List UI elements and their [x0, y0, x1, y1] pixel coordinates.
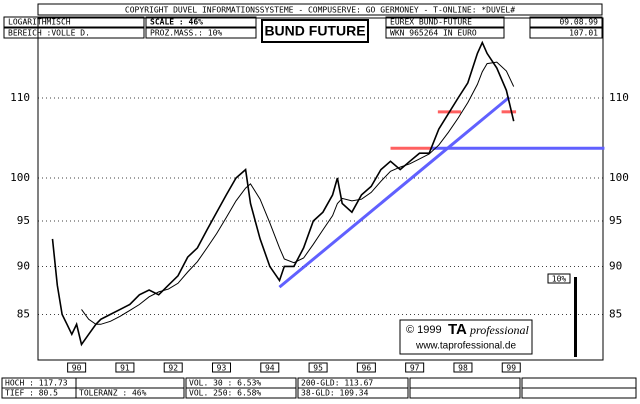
footer-cell	[521, 387, 637, 399]
y-tick-label-right: 100	[609, 171, 629, 184]
y-tick-label: 85	[17, 307, 30, 320]
x-tick-box	[308, 362, 328, 373]
chart-title: BUND FUTURE	[264, 23, 365, 39]
x-tick-label: 98	[458, 364, 468, 373]
footer-text: 38-GLD: 109.34	[301, 389, 369, 398]
copyright: COPYRIGHT DUVEL INFORMATIONSSYSTEME - CO…	[125, 6, 515, 15]
footer-text: VOL. 30 : 6.53%	[189, 379, 261, 388]
last-price: 107.01	[569, 29, 598, 38]
instrument: EUREX BUND-FUTURE	[390, 18, 472, 27]
plot-frame	[37, 17, 604, 361]
trendline	[278, 96, 511, 289]
x-tick-label: 92	[168, 364, 178, 373]
x-tick-label: 91	[120, 364, 130, 373]
credit-brand: TA	[448, 321, 467, 338]
moving-average	[81, 61, 515, 325]
x-tick-label: 99	[506, 364, 516, 373]
box	[529, 16, 603, 28]
box	[3, 27, 145, 39]
box	[385, 16, 505, 28]
x-tick-box	[453, 362, 473, 373]
date: 09.08.99	[559, 18, 598, 27]
footer-cell	[75, 387, 185, 399]
x-tick-label: 90	[72, 364, 82, 373]
footer-text: HOCH : 117.73	[5, 379, 68, 388]
box	[529, 27, 603, 39]
x-tick-label: 94	[265, 364, 275, 373]
x-tick-box	[260, 362, 280, 373]
y-tick-label: 95	[17, 214, 30, 227]
x-tick-box	[405, 362, 425, 373]
footer: HOCH : 117.73 VOL. 30 : 6.53% 200-GLD: 113…	[1, 377, 637, 399]
x-tick-box	[67, 362, 87, 373]
credit-url: www.taprofessional.de	[415, 341, 516, 352]
copyright-box	[37, 3, 603, 16]
box	[385, 27, 505, 39]
footer-cell	[297, 387, 409, 399]
range: BEREICH :VOLLE D.	[8, 29, 90, 38]
y-tick-label-right: 110	[609, 91, 629, 104]
x-tick-box	[501, 362, 521, 373]
footer-cell	[409, 387, 521, 399]
price-line	[51, 40, 515, 347]
credit-year: © 1999	[406, 324, 442, 336]
x-tick-label: 97	[410, 364, 420, 373]
x-tick-label: 95	[313, 364, 323, 373]
x-tick-box	[115, 362, 135, 373]
plot: 85 85 90 90 95 95 100 100 110 110 90 91 92 93 94 95 96 97…	[10, 40, 629, 373]
x-tick-label: 93	[217, 364, 227, 373]
credit-sub: professional	[469, 323, 530, 337]
vol-label: 10%	[552, 275, 567, 284]
credit-box	[399, 319, 533, 355]
box	[145, 16, 257, 28]
box	[3, 16, 145, 28]
title-box	[261, 19, 369, 43]
wkn: WKN 965264 IN EURO	[390, 29, 477, 38]
footer-text: VOL. 250: 6.58%	[189, 389, 261, 398]
footer-cell	[185, 387, 297, 399]
vol-bar	[574, 277, 577, 357]
y-tick-label: 110	[10, 91, 30, 104]
mode: LOGARITHMISCH	[8, 18, 71, 27]
x-tick-label: 96	[362, 364, 372, 373]
vol-box	[547, 273, 571, 284]
x-tick-box	[356, 362, 376, 373]
x-tick-box	[163, 362, 183, 373]
x-tick-box	[212, 362, 232, 373]
scale: SCALE : 46%	[150, 18, 203, 27]
y-tick-label: 90	[17, 259, 30, 272]
footer-cell	[409, 377, 521, 389]
y-tick-label-right: 95	[609, 214, 622, 227]
footer-text: 200-GLD: 113.67	[301, 379, 373, 388]
y-tick-label-right: 85	[609, 307, 622, 320]
footer-text: TIEF : 80.5	[5, 389, 58, 398]
footer-text: TOLERANZ : 46%	[79, 389, 147, 398]
y-tick-label: 100	[10, 171, 30, 184]
box	[145, 27, 257, 39]
y-tick-label-right: 90	[609, 259, 622, 272]
footer-cell	[75, 377, 185, 389]
proz: PROZ.MASS.: 10%	[150, 29, 222, 38]
footer-cell	[521, 377, 637, 389]
